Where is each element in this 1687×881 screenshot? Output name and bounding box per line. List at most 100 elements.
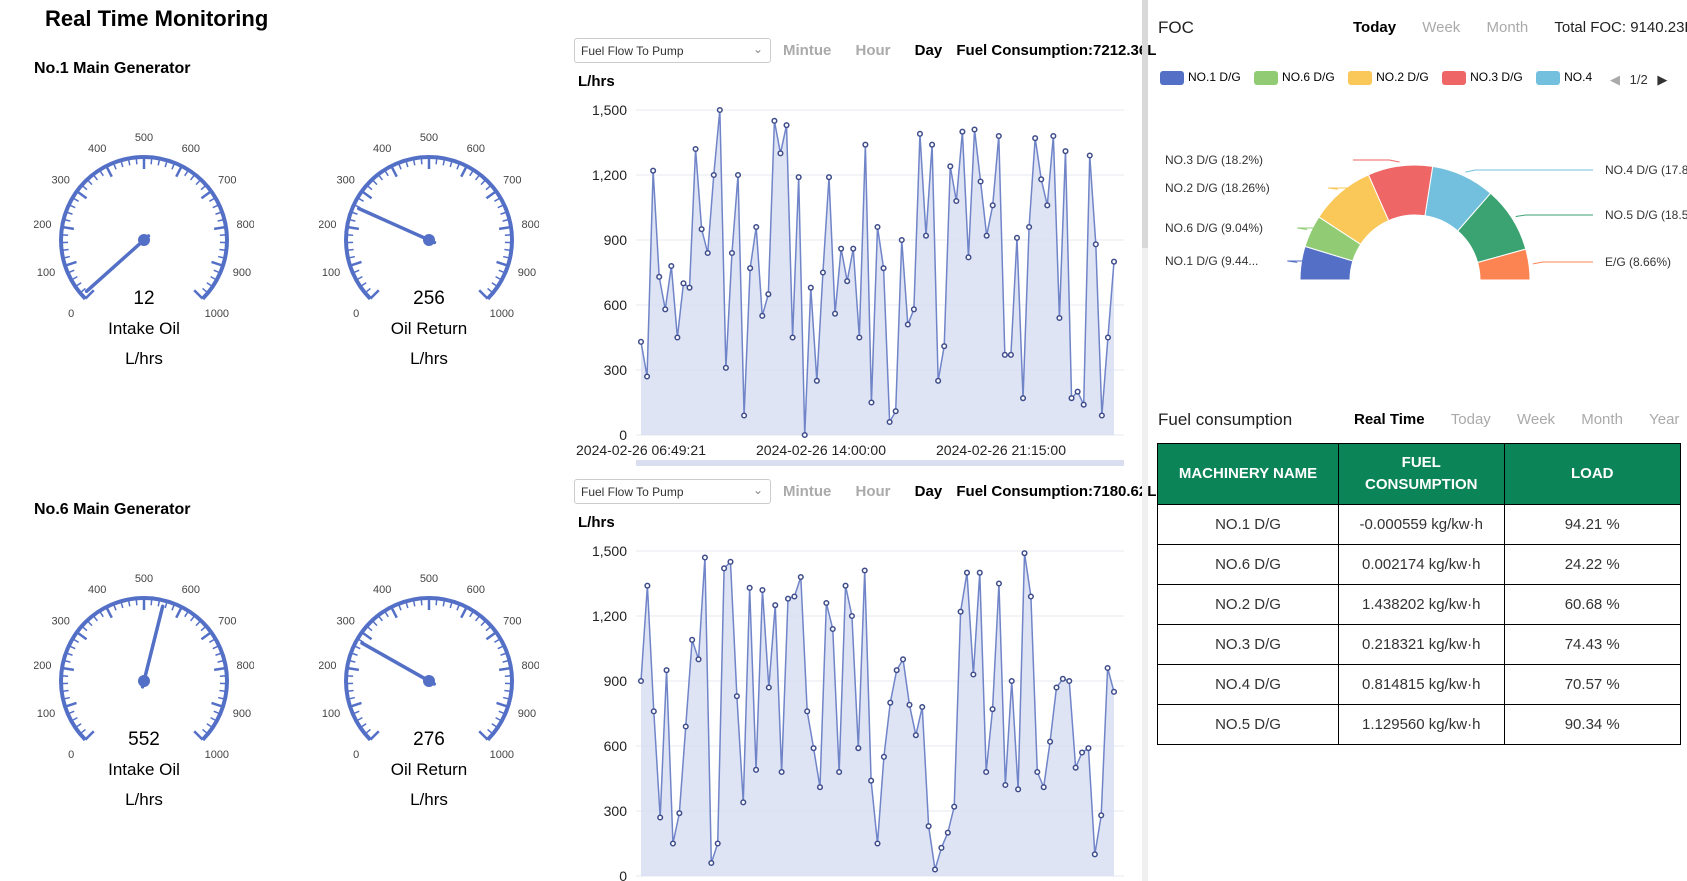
table-header-row: MACHINERY NAME FUEL CONSUMPTION LOAD [1157, 443, 1681, 505]
table-row: NO.5 D/G 1.129560 kg/kw·h 90.34 % [1157, 704, 1681, 745]
tab-day[interactable]: Day [914, 42, 943, 59]
tab-today[interactable]: Today [1353, 19, 1397, 36]
gauge-tick [491, 282, 499, 288]
legend-label: NO.3 D/G [1470, 70, 1523, 85]
data-point [995, 580, 1002, 587]
tab-hour[interactable]: Hour [855, 483, 891, 500]
tab-minute[interactable]: Mintue [783, 483, 832, 500]
gauge-tick [347, 696, 355, 700]
tab-real-time[interactable]: Real Time [1354, 411, 1425, 428]
data-point [753, 766, 760, 773]
data-point [813, 377, 820, 384]
data-point [893, 667, 900, 674]
gauge-tick [480, 619, 487, 627]
data-point [935, 377, 942, 384]
data-point [1044, 202, 1051, 209]
legend-item[interactable]: NO.1 D/G [1160, 70, 1241, 86]
load-cell: 94.21 % [1503, 504, 1681, 545]
zoom-slider [636, 460, 1124, 466]
gauge-tick [61, 248, 69, 252]
gauge-tick [171, 603, 176, 611]
gauge-tick [478, 289, 489, 300]
tab-day[interactable]: Day [914, 483, 943, 500]
gauge-value: 276 [413, 729, 445, 750]
gauge-tick [212, 203, 220, 209]
legend-item[interactable]: NO.4 [1536, 70, 1592, 86]
gauge-tick [127, 599, 131, 607]
gauge-tick-label: 1000 [205, 308, 229, 320]
data-point [989, 202, 996, 209]
gauge-tick-label: 900 [233, 267, 251, 279]
legend-item[interactable]: NO.6 D/G [1254, 70, 1335, 86]
metric-select[interactable]: Fuel Flow To Pump ⌄ [574, 38, 771, 63]
tab-today[interactable]: Today [1450, 411, 1491, 428]
gauge-tick [81, 625, 88, 632]
data-point [714, 840, 721, 847]
legend-item[interactable]: NO.3 D/G [1442, 70, 1523, 86]
gauge-tick [383, 610, 389, 618]
tab-week[interactable]: Week [1516, 411, 1556, 428]
data-point [856, 334, 863, 341]
gauge-tick [200, 184, 207, 191]
gauge-tick [390, 606, 398, 619]
gauge-tick [485, 625, 492, 632]
gauge-tick-label: 400 [373, 584, 391, 596]
gauge-tick [487, 287, 494, 294]
gauge-tick [485, 184, 492, 191]
data-point [716, 106, 723, 114]
gauge-tick [127, 158, 131, 166]
legend-item[interactable]: NO.2 D/G [1348, 70, 1429, 86]
gauge-tick [359, 723, 367, 729]
data-point [1059, 675, 1066, 682]
generator-6-title: No.6 Main Generator [34, 501, 191, 518]
foc-title: FOC [1158, 18, 1194, 37]
tab-hour[interactable]: Hour [855, 42, 891, 59]
scrollbar-thumb[interactable] [1142, 0, 1148, 248]
gauge-tick [76, 631, 88, 641]
data-point [874, 223, 881, 231]
data-point [931, 866, 939, 873]
gauge-tick [81, 184, 88, 191]
chevron-left-icon[interactable]: ◀ [1610, 72, 1620, 87]
pie-leader-line [1532, 261, 1593, 265]
data-point [1026, 223, 1033, 231]
gauge-arc [344, 596, 514, 742]
gauge-tick-label: 500 [420, 132, 438, 144]
gauge-tick [202, 728, 209, 735]
chevron-right-icon[interactable]: ▶ [1657, 72, 1668, 87]
gauge-tick-label: 600 [467, 584, 485, 596]
gauge-tick-label: 100 [322, 708, 340, 720]
gauge-tick [469, 610, 475, 618]
gauge-tick [474, 173, 481, 181]
gauge-tick [219, 248, 227, 252]
gauge-tick [211, 260, 224, 267]
gauge-tick [212, 644, 220, 650]
foc-half-donut: NO.1 D/G (9.44... NO.6 D/G (9.04%) NO.2 D/… [1165, 153, 1687, 281]
gauge-tick [210, 716, 218, 722]
gauge-pivot [423, 675, 435, 687]
gauge-tick [193, 289, 204, 300]
metric-select[interactable]: Fuel Flow To Pump ⌄ [574, 479, 771, 504]
data-point [900, 656, 907, 663]
gauge-tick [98, 169, 104, 177]
data-point [722, 364, 729, 371]
gauge-tick-label: 300 [336, 615, 354, 627]
gauge-tick-label: 0 [68, 308, 74, 320]
y-tick-label: 0 [619, 868, 627, 881]
data-point [1021, 550, 1028, 557]
chart-y-unit: L/hrs [578, 73, 615, 90]
data-point [825, 174, 833, 181]
tab-month[interactable]: Month [1581, 411, 1623, 428]
gauge-tick-label: 200 [319, 660, 336, 672]
data-point [789, 334, 796, 341]
tab-month[interactable]: Month [1486, 19, 1529, 36]
legend-label: NO.6 D/G [1282, 70, 1335, 85]
tab-minute[interactable]: Mintue [783, 42, 832, 59]
gauge-tick [390, 165, 398, 178]
generator-1-title: No.1 Main Generator [34, 60, 191, 77]
tab-week[interactable]: Week [1422, 19, 1461, 36]
tab-year[interactable]: Year [1649, 411, 1680, 428]
data-point [704, 249, 711, 257]
data-point [1001, 351, 1008, 358]
data-point [680, 280, 687, 287]
